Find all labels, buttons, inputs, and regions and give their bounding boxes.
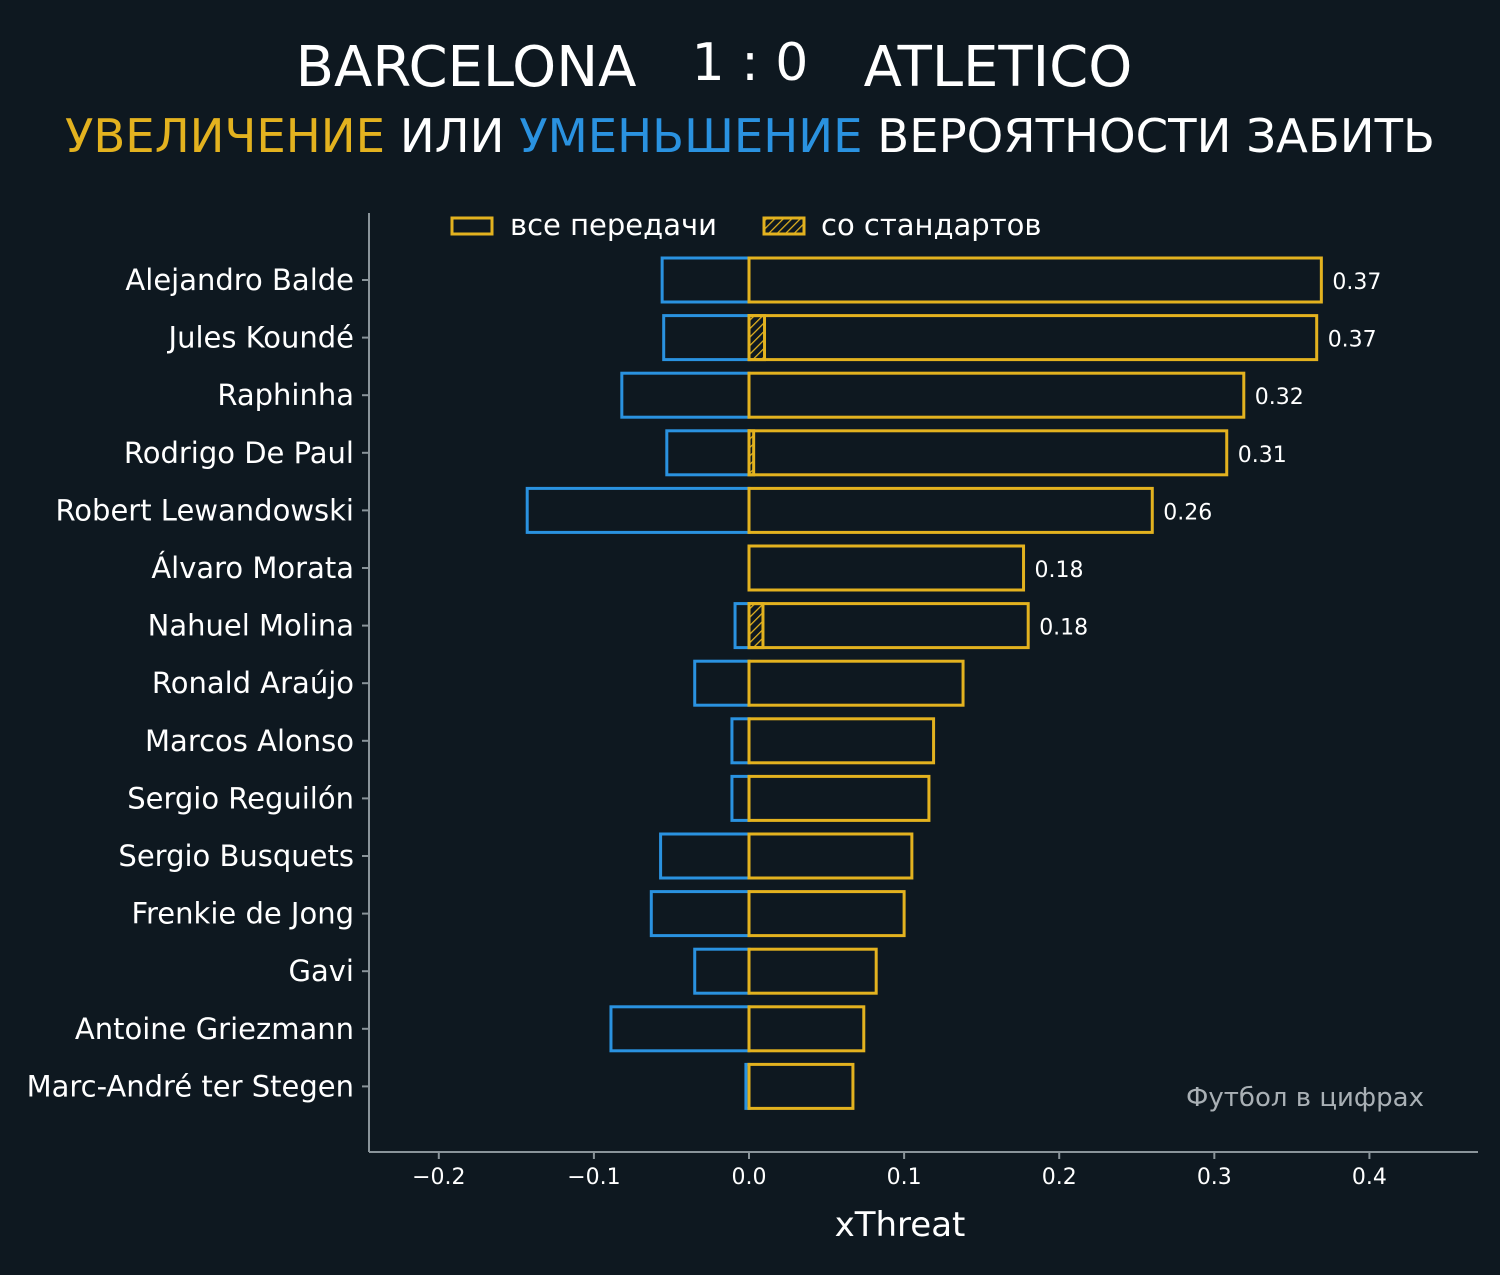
player-label-alvaro-morata: Álvaro Morata [151,551,354,585]
x-ticks-group: −0.2 −0.1 0.0 0.1 0.2 0.3 0.4 [412,1152,1387,1190]
bar-negative-gavi [693,947,751,995]
legend-swatch-all-passes [450,216,494,236]
value-label-rodrigo-de-paul: 0.31 [1238,443,1287,468]
bar-positive-sergio-busquets [747,832,914,880]
home-team-title: BARCELONA [296,35,637,100]
bar-positive-marcos-alonso [747,717,936,765]
player-label-alejandro-balde: Alejandro Balde [125,263,354,297]
value-label-robert-lewandowski: 0.26 [1163,500,1212,525]
x-tick-label: −0.1 [567,1165,620,1190]
bar-positive-sergio-reguilon [747,774,931,822]
bar-positive-alejandro-balde [747,256,1323,304]
bar-setpiece-nahuel-molina [747,602,765,650]
player-label-ronald-araujo: Ronald Araújo [152,666,354,700]
bar-negative-ronald-araujo [693,659,751,707]
player-label-antoine-griezmann: Antoine Griezmann [75,1012,354,1046]
bar-negative-rodrigo-de-paul [665,429,751,477]
bar-positive-ronald-araujo [747,659,965,707]
player-label-robert-lewandowski: Robert Lewandowski [55,493,354,527]
player-label-rodrigo-de-paul: Rodrigo De Paul [124,436,354,470]
bar-negative-sergio-reguilon [730,774,751,822]
score-title: 1 : 0 [692,33,809,93]
x-tick-label: 0.0 [732,1165,767,1190]
bar-positive-nahuel-molina [747,602,1030,650]
x-tick-label: 0.2 [1042,1165,1077,1190]
x-tick-label: −0.2 [412,1165,465,1190]
bars-group: 0.37 0.37 0.32 0.31 0.26 0.18 0.18 [525,256,1381,1110]
value-label-alvaro-morata: 0.18 [1035,558,1084,583]
x-tick-label: 0.3 [1197,1165,1232,1190]
bar-positive-frenkie-de-jong [747,890,906,938]
bar-negative-raphinha [620,371,751,419]
legend-label-all-passes: все передачи [510,208,717,242]
legend-swatch-set-pieces [762,216,806,236]
bar-negative-robert-lewandowski [525,486,751,534]
player-label-raphinha: Raphinha [217,378,354,412]
player-label-sergio-reguilon: Sergio Reguilón [127,781,354,815]
subtitle-or: ИЛИ [400,109,505,163]
legend-label-set-pieces: со стандартов [821,208,1041,242]
subtitle-decrease: УМЕНЬШЕНИЕ [519,109,862,163]
bar-positive-marc-andre-ter-stegen [747,1062,855,1110]
bar-positive-jules-kounde [747,314,1319,362]
watermark: Футбол в цифрах [1186,1083,1424,1113]
value-label-raphinha: 0.32 [1255,385,1304,410]
bar-negative-marcos-alonso [730,717,751,765]
bar-positive-robert-lewandowski [747,486,1154,534]
away-team-title: ATLETICO [864,35,1133,100]
bar-positive-gavi [747,947,878,995]
bar-negative-frenkie-de-jong [649,890,751,938]
legend: все передачи со стандартов [450,208,1041,242]
bar-positive-alvaro-morata [747,544,1026,592]
player-labels-group: Alejandro Balde Jules Koundé Raphinha Rodri… [27,263,369,1103]
bar-negative-antoine-griezmann [609,1005,751,1053]
player-label-marc-andre-ter-stegen: Marc-André ter Stegen [27,1069,354,1103]
bar-negative-nahuel-molina [733,602,751,650]
player-label-gavi: Gavi [289,954,354,988]
x-tick-label: 0.4 [1352,1165,1387,1190]
subtitle-increase: УВЕЛИЧЕНИЕ [65,109,385,163]
bar-negative-sergio-busquets [659,832,751,880]
player-label-frenkie-de-jong: Frenkie de Jong [131,897,354,931]
value-label-alejandro-balde: 0.37 [1332,270,1381,295]
player-label-nahuel-molina: Nahuel Molina [148,609,354,643]
player-label-sergio-busquets: Sergio Busquets [118,839,354,873]
x-tick-label: 0.1 [887,1165,922,1190]
bar-negative-jules-kounde [662,314,751,362]
bar-positive-raphinha [747,371,1246,419]
player-label-jules-kounde: Jules Koundé [167,321,354,355]
bar-setpiece-rodrigo-de-paul [747,429,756,477]
value-label-jules-kounde: 0.37 [1328,328,1377,353]
bar-positive-rodrigo-de-paul [747,429,1229,477]
subtitle: УВЕЛИЧЕНИЕ ИЛИ УМЕНЬШЕНИЕ ВЕРОЯТНОСТИ ЗА… [65,109,1435,163]
bar-negative-alejandro-balde [660,256,751,304]
value-label-nahuel-molina: 0.18 [1039,616,1088,641]
x-axis-title: xThreat [835,1205,966,1245]
subtitle-rest: ВЕРОЯТНОСТИ ЗАБИТЬ [877,109,1435,163]
bar-positive-antoine-griezmann [747,1005,866,1053]
bar-setpiece-jules-kounde [747,314,767,362]
player-label-marcos-alonso: Marcos Alonso [145,724,354,758]
